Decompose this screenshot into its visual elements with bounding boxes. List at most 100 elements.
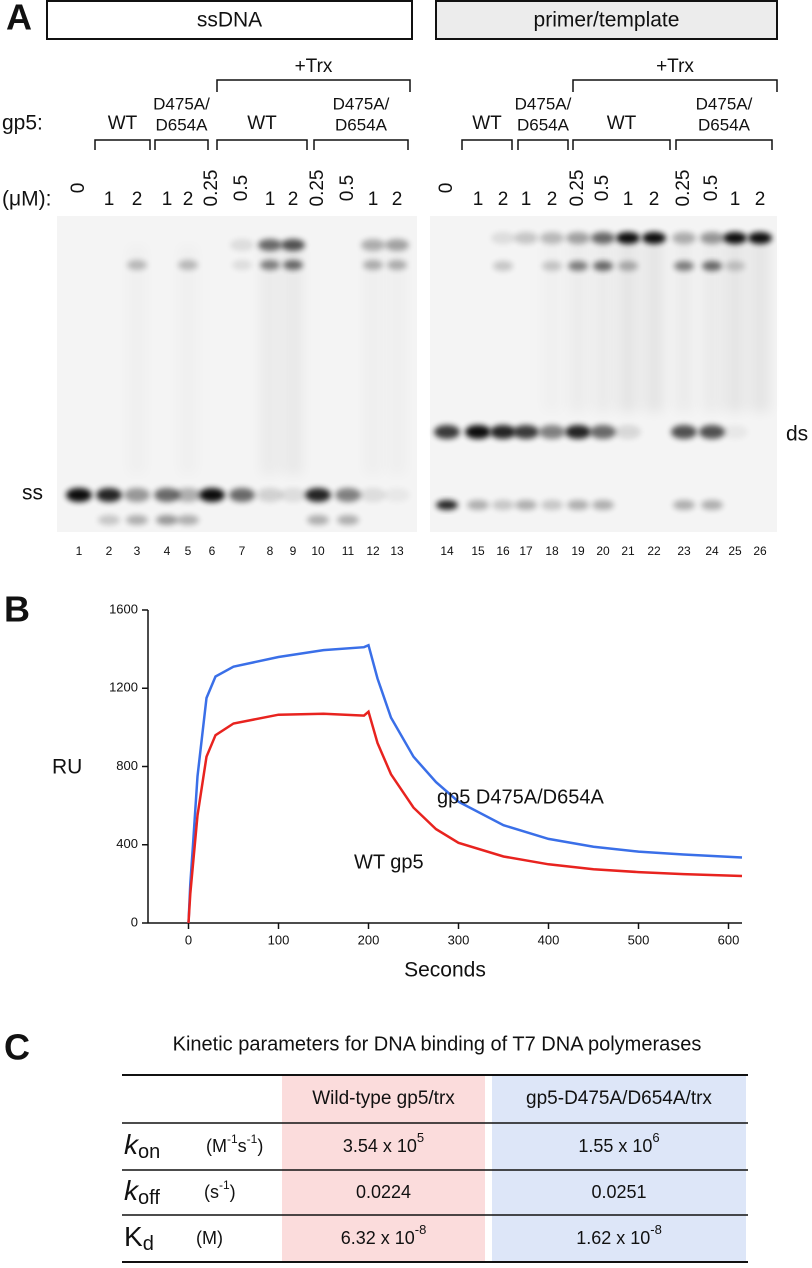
unit-part: -1 [227,1132,238,1146]
gel-band [590,425,616,439]
gel-band [229,488,255,502]
group-label: D475A/ [515,94,572,113]
gel-band [363,260,383,270]
group-label: WT [247,113,277,134]
unit-part: (M) [196,1228,223,1248]
gel-band [565,425,591,439]
lane-number: 22 [647,544,661,558]
panel-label: C [4,1027,30,1068]
gel-band [722,425,748,439]
gel-band [305,488,331,502]
group-label: D475A/ [153,94,210,113]
unit: (M-1s-1) [206,1132,263,1156]
x-tick-label: 100 [268,932,290,947]
group-label: WT [108,113,138,134]
column-bg [492,1075,746,1262]
gel-band [127,260,147,270]
y-tick-label: 0 [131,914,138,929]
lane-number: 23 [677,544,691,558]
subscript: off [138,1187,160,1209]
gel-band [616,232,640,244]
gel-band [281,239,305,251]
gel-band [540,232,564,244]
bracket [461,139,513,150]
smear [283,245,303,475]
unit-part: ) [230,1182,236,1202]
gel-band [154,488,180,502]
row-label: Kd [124,1221,154,1255]
value-exponent: 6 [652,1130,659,1145]
gel-title: ssDNA [197,9,262,32]
gel-band [593,261,613,271]
bracket [675,139,773,150]
value-base: 1.55 x 10 [578,1136,652,1156]
value-base: 1.62 x 10 [576,1228,650,1248]
gel-band [385,239,409,251]
lane-number: 5 [185,544,192,558]
smear [127,245,147,475]
cell-value: 0.0224 [356,1182,411,1202]
value-base: 6.32 x 10 [341,1228,415,1248]
gel-band [230,239,254,251]
x-tick-label: 0 [185,932,192,947]
y-tick-label: 1600 [109,601,138,616]
x-tick-label: 500 [628,932,650,947]
gel-band [725,261,745,271]
bracket [216,79,411,92]
table-title: Kinetic parameters for DNA binding of T7… [173,1033,702,1055]
lane-number: 4 [164,544,171,558]
row-label: koff [124,1175,160,1209]
column-header: gp5-D475A/D654A/trx [526,1088,712,1109]
concentration: 1 [265,189,276,210]
bracket [313,139,409,150]
gel-band [671,425,697,439]
gel-band [337,515,359,525]
value-base: 0.0251 [591,1182,646,1202]
line-series [187,709,743,924]
gel-band [642,232,666,244]
lane-number: 6 [209,544,216,558]
gel-band [515,500,537,510]
gel-band [701,500,723,510]
smear [750,238,770,412]
gel-band [467,500,489,510]
group-label: WT [472,113,502,134]
lane-number: 13 [390,544,404,558]
gel-band [490,425,516,439]
gel-band [591,232,615,244]
group-label: D475A/ [696,94,753,113]
gel-band [514,232,538,244]
symbol: K [124,1221,143,1252]
x-tick-label: 600 [718,932,740,947]
gel-band [618,261,638,271]
concentration: 2 [547,189,558,210]
lane-number: 8 [267,544,274,558]
unit-part: -1 [247,1132,258,1146]
row-label: kon [124,1129,160,1163]
group-label: D654A [156,115,209,134]
concentration: 0.5 [592,175,613,201]
gel-band [283,260,303,270]
symbol: k [124,1129,140,1160]
unit: (M) [196,1228,223,1248]
gel-band [673,500,695,510]
unit-part: (M [206,1136,227,1156]
gel-band [387,260,407,270]
gel-band [492,500,514,510]
bracket [154,139,209,150]
smear [618,238,638,412]
group-label: D654A [335,115,388,134]
x-tick-label: 400 [538,932,560,947]
series-label: WT gp5 [354,851,424,873]
gel-band [542,261,562,271]
column-bg [282,1075,485,1262]
lane-number: 2 [106,544,113,558]
concentration: 2 [132,189,143,210]
gel-band [257,488,283,502]
smear [363,245,383,475]
lane-number: 9 [290,544,297,558]
gel-band [465,425,491,439]
concentration: 0.5 [701,175,722,201]
gel-band [699,425,725,439]
gel-band [96,488,122,502]
